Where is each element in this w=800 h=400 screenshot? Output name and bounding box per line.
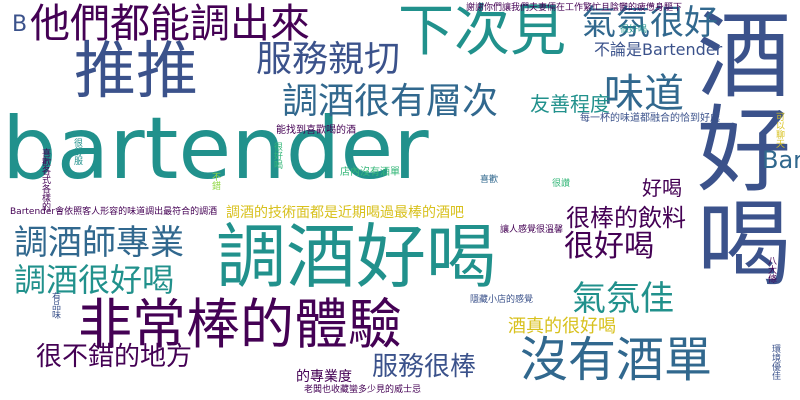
word-bartender-yizhao: Bartender會依照客人形容的味道調出最符合的調酒 [10,207,218,217]
word-xia-ci-jian: 下次見 [398,0,566,64]
word-feichang-bang: 非常棒的體驗 [78,293,402,356]
word-tiaojiushi-zhuanye: 調酒師專業 [14,223,184,263]
word-bartender: bartender [2,99,429,199]
word-fuwu-qinqie: 服務親切 [256,39,401,80]
word-hen-zan: 很讚 [552,179,571,189]
word-laoban-shoucang: 老闆也收藏蠻多少見的威士忌 [304,385,422,395]
word-bulun-bartender: 不論是Bartender [594,40,723,59]
word-tui-tui: 推推 [74,34,199,107]
word-bar: Bar [762,146,800,174]
word-hao-he: 好喝 [642,176,682,200]
word-jiu-zhende: 酒真的很好喝 [508,316,616,337]
word-zhuanye-du: 的專業度 [296,369,352,385]
word-ba-da-tiao: 八大條 [766,256,776,283]
word-wenxin: 讓人感覺很溫馨 [500,225,564,235]
word-fuwu-hen-bang: 服務很棒 [372,352,477,382]
word-hen-haohe-3: 很好喝 [620,25,648,35]
word-tiaojiu-hen-haohe: 調酒很好喝 [14,261,175,299]
word-huanjing: 環境優佳 [770,344,780,380]
word-hen-bucuo: 很不錯的地方 [36,342,193,372]
word-keyi-liaotian: 可以聊天 [774,112,784,148]
word-youshan-chengdu: 友善程度 [530,92,610,116]
word-hen-haohe-2: 很好喝 [272,142,282,169]
word-meiyou-jiudan: 沒有酒單 [520,332,713,388]
word-diannei-meiyou: 店內沒有酒單 [340,167,400,178]
word-bucuo: 不錯 [210,172,220,190]
word-jiu-hao-he: 酒好喝 [681,6,790,288]
word-tiaojiu-cengci: 調酒很有層次 [282,81,499,122]
word-xihuan-geshi: 喜歡各式各樣的 [40,148,50,211]
word-tamen-dou: 他們都能調出來 [30,1,310,47]
word-b: B [12,12,28,37]
word-weidao: 味道 [604,71,684,117]
word-qifen-jia: 氣氛佳 [572,279,674,319]
word-hen-bang-yinliao: 很棒的飲料 [566,204,686,232]
word-hen-shufu: 很舒服 [72,138,82,165]
word-hen-haohe-1: 很好喝 [564,229,654,264]
word-xihuan: 喜歡 [480,175,499,185]
word-qifen-hen-hao: 氣氛很好 [582,3,718,43]
word-yincang-xiaodian: 隱藏小店的感覺 [470,295,534,305]
word-xiexie: 謝謝你們讓我們夫妻倆在工作繁忙且陰鬱的疲憊身驅下 [466,3,683,13]
word-you-pinwei: 有品味 [50,292,60,319]
word-mei-yibei: 每一杯的味道都融合的恰到好處 [580,113,720,124]
word-zhaodao-xihuan: 能找到喜歡喝的酒 [276,125,356,136]
word-jishu-mian: 調酒的技術面都是近期喝過最棒的酒吧 [226,205,464,221]
word-tiaojiu-hao-he: 調酒好喝 [216,216,496,298]
